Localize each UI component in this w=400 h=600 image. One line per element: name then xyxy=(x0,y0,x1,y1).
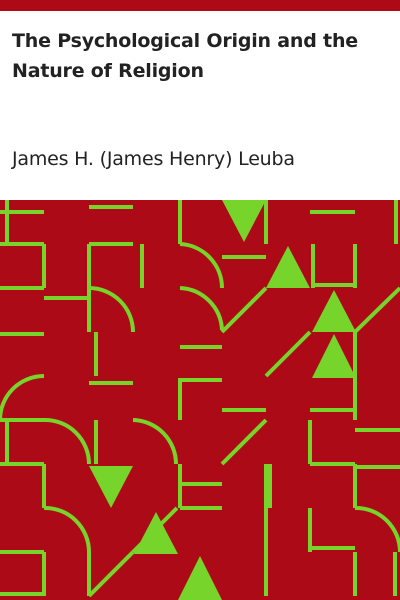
pattern-arc xyxy=(0,374,45,421)
pattern-arc xyxy=(354,505,400,553)
book-title: The Psychological Origin and the Nature … xyxy=(12,30,358,82)
pattern-triangle-up xyxy=(312,290,356,332)
pattern-triangle-down xyxy=(89,466,133,508)
pattern-line xyxy=(220,286,268,334)
pattern-arc xyxy=(43,505,91,553)
pattern-line xyxy=(87,550,135,598)
pattern-arc xyxy=(179,286,224,331)
pattern-arc xyxy=(88,286,135,333)
pattern-background xyxy=(0,200,400,600)
pattern-triangle-up xyxy=(312,334,356,378)
pattern-line xyxy=(264,330,312,378)
pattern-triangle-up xyxy=(178,556,222,600)
pattern-arc xyxy=(179,242,225,289)
pattern-line xyxy=(220,418,268,466)
book-author: James H. (James Henry) Leuba xyxy=(12,148,295,170)
top-color-bar xyxy=(0,0,400,11)
pattern-triangle-down xyxy=(222,200,266,242)
pattern-triangle-up xyxy=(266,246,310,288)
pattern-line xyxy=(353,286,400,334)
pattern-arc xyxy=(132,418,178,465)
pattern-arc xyxy=(43,417,91,465)
cover-pattern xyxy=(0,200,400,600)
pattern-triangle-up xyxy=(134,512,178,554)
